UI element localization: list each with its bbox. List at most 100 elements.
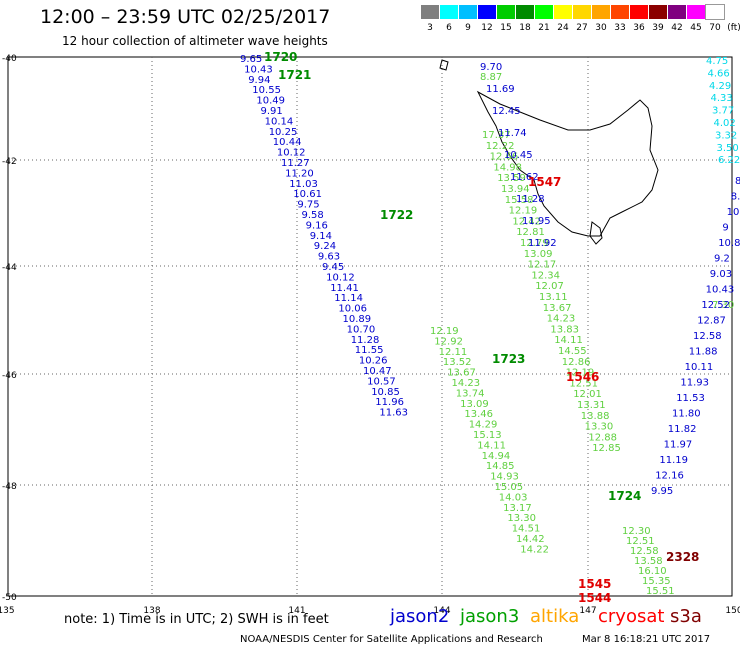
swh-reading: 13.88	[581, 411, 610, 422]
swh-reading: 12.81	[516, 227, 545, 238]
swh-reading: 13.67	[447, 368, 476, 379]
lat-label: -40	[2, 54, 17, 64]
swh-reading: 12.01	[573, 389, 602, 400]
pass-time-label: 1544	[578, 591, 611, 605]
swh-reading: 12.17	[528, 260, 557, 271]
swh-reading: 10.8	[718, 238, 740, 249]
swh-reading: 14.03	[499, 492, 528, 503]
swh-reading: 10.57	[367, 376, 396, 387]
lat-label: -44	[2, 263, 17, 273]
swh-reading: 13.30	[507, 513, 536, 524]
lat-label: -50	[2, 593, 17, 603]
swh-reading: 11.69	[486, 84, 515, 95]
swh-reading: 4.33	[711, 93, 733, 104]
legend-altika: altika	[530, 606, 579, 627]
swh-reading: 12.45	[492, 106, 521, 117]
swh-reading: 10.14	[265, 116, 294, 127]
swh-reading: 14.85	[486, 461, 515, 472]
swh-reading: 14.22	[520, 544, 549, 555]
generation-timestamp: Mar 8 16:18:21 UTC 2017	[582, 634, 710, 645]
swh-reading: 11.80	[672, 409, 701, 420]
swh-reading: 14.42	[516, 534, 545, 545]
swh-reading: 12.11	[439, 347, 468, 358]
swh-reading: 10.43	[244, 64, 273, 75]
lon-label: 135	[0, 606, 15, 616]
pass-time-label: 1723	[492, 352, 525, 366]
swh-reading: 12.58	[693, 331, 722, 342]
swh-reading: 10.43	[706, 285, 735, 296]
wave-height-map: 9.6510.439.9410.5510.499.9110.1410.2510.…	[0, 0, 740, 650]
swh-reading: 11.20	[285, 168, 314, 179]
swh-reading: 10.85	[371, 387, 400, 398]
swh-reading: 14.94	[482, 451, 511, 462]
swh-reading: 8.36	[731, 192, 740, 203]
footnote: note: 1) Time is in UTC; 2) SWH is in fe…	[64, 612, 329, 627]
lon-label: 150	[725, 606, 740, 616]
swh-reading: 15.51	[646, 586, 675, 597]
lat-label: -48	[2, 482, 17, 492]
swh-reading: 11.63	[379, 408, 408, 419]
swh-reading: 12.16	[655, 471, 684, 482]
swh-reading: 12.07	[535, 281, 564, 292]
swh-reading: 11.82	[668, 424, 697, 435]
lat-label: -46	[2, 371, 17, 381]
swh-reading: 12.88	[588, 432, 617, 443]
altimeter-overlay: 9.6510.439.9410.5510.499.9110.1410.2510.…	[240, 50, 740, 605]
swh-reading: 13.11	[539, 292, 568, 303]
pass-time-label: 1721	[278, 68, 311, 82]
king-island	[440, 60, 448, 70]
swh-reading: 10.49	[256, 96, 285, 107]
swh-reading: 13.30	[585, 422, 614, 433]
swh-reading: 9.95	[651, 486, 673, 497]
swh-reading: 9.16	[306, 220, 328, 231]
swh-reading: 11.88	[689, 347, 718, 358]
swh-reading: 11.93	[680, 378, 709, 389]
pass-time-label: 1724	[608, 489, 641, 503]
legend-cryosat: cryosat	[598, 606, 664, 627]
swh-reading: 11.55	[355, 345, 384, 356]
swh-reading: 10.06	[338, 304, 367, 315]
swh-reading: 8.87	[480, 72, 502, 83]
swh-reading: 14.29	[469, 420, 498, 431]
swh-reading: 14.55	[558, 346, 587, 357]
swh-reading: 10.47	[363, 366, 392, 377]
swh-reading: 4.75	[706, 56, 728, 67]
pass-time-label: 1545	[578, 577, 611, 591]
swh-reading: 3.77	[712, 106, 734, 117]
swh-reading: 13.09	[460, 399, 489, 410]
swh-reading: 12.34	[531, 270, 560, 281]
swh-reading: 11.96	[375, 397, 404, 408]
swh-reading: 14.23	[547, 314, 576, 325]
pass-time-label: 1722	[380, 208, 413, 222]
swh-reading: 11.53	[676, 393, 705, 404]
swh-reading: 9.2	[714, 254, 730, 265]
swh-reading: 10.44	[273, 137, 302, 148]
swh-reading: 10.26	[359, 356, 388, 367]
swh-reading: 9.24	[314, 241, 336, 252]
swh-reading: 14.11	[554, 335, 583, 346]
swh-reading: 10.89	[343, 314, 372, 325]
legend-jason3: jason3	[460, 606, 519, 627]
swh-reading: 13.74	[456, 388, 485, 399]
swh-reading: 10.61	[293, 189, 322, 200]
swh-reading: 14.93	[490, 472, 519, 483]
swh-reading: 12.52	[701, 300, 730, 311]
swh-reading: 11.03	[289, 179, 318, 190]
swh-reading: 13.46	[464, 409, 493, 420]
swh-reading: 13.83	[550, 324, 579, 335]
swh-reading: 9.63	[318, 252, 340, 263]
swh-reading: 15.05	[495, 482, 524, 493]
swh-reading: 10.3	[727, 207, 740, 218]
swh-reading: 11.41	[330, 283, 359, 294]
swh-reading: 9.91	[261, 106, 283, 117]
swh-reading: 4.66	[708, 68, 730, 79]
swh-reading: 11.14	[334, 293, 363, 304]
legend-s3a: s3a	[670, 606, 702, 627]
legend-jason2: jason2	[390, 606, 449, 627]
bruny-island	[590, 222, 602, 244]
swh-reading: 10.70	[347, 324, 376, 335]
lat-label: -42	[2, 157, 17, 167]
swh-reading: 10.55	[252, 85, 281, 96]
swh-reading: 11.28	[351, 335, 380, 346]
swh-reading: 13.31	[577, 400, 606, 411]
